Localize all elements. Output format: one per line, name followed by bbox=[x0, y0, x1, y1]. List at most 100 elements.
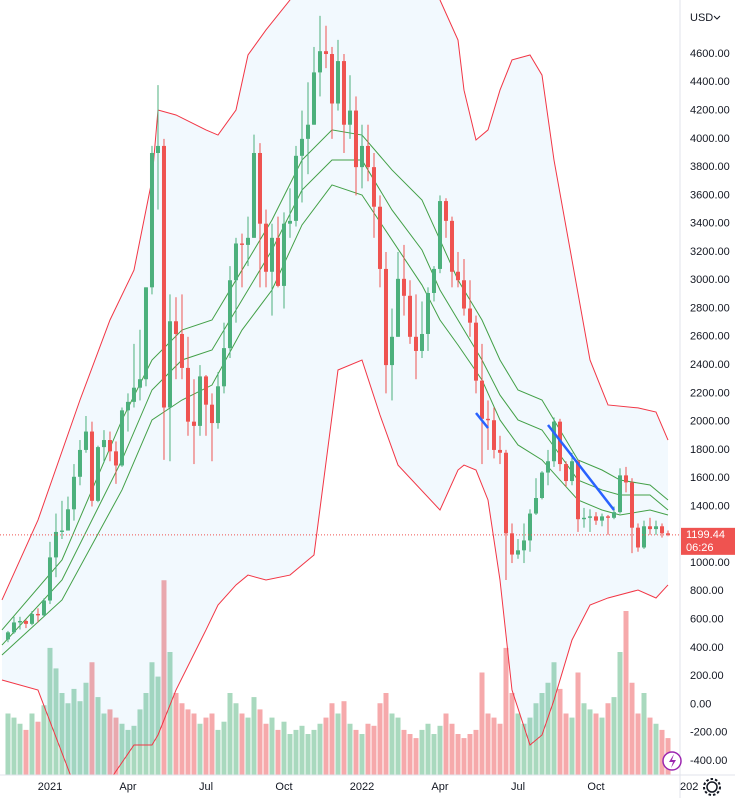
candle-body bbox=[647, 526, 652, 530]
candle-body bbox=[29, 613, 34, 624]
candle-body bbox=[581, 517, 586, 520]
candle-body bbox=[515, 550, 520, 555]
candle-body bbox=[35, 613, 40, 616]
volume-bar bbox=[5, 713, 11, 775]
candle-body bbox=[197, 376, 202, 426]
candle-body bbox=[521, 540, 526, 551]
volume-bar bbox=[515, 713, 521, 775]
candle-body bbox=[83, 431, 88, 450]
candle-body bbox=[557, 421, 562, 465]
candle-body bbox=[635, 527, 640, 548]
volume-bar bbox=[341, 701, 347, 775]
candle-body bbox=[503, 452, 508, 534]
y-tick-label: 400.00 bbox=[690, 642, 724, 654]
volume-bar bbox=[101, 713, 107, 775]
volume-bar bbox=[77, 701, 83, 775]
trendline bbox=[475, 412, 489, 429]
volume-bar bbox=[653, 723, 659, 775]
volume-bar bbox=[503, 647, 509, 775]
volume-bar bbox=[197, 723, 203, 775]
volume-bar bbox=[545, 682, 551, 775]
volume-bar bbox=[551, 662, 557, 775]
volume-bar bbox=[647, 717, 653, 775]
candle-body bbox=[497, 449, 502, 453]
volume-bar bbox=[227, 693, 233, 775]
volume-bar bbox=[167, 652, 173, 775]
volume-bar bbox=[395, 717, 401, 775]
candle-body bbox=[359, 145, 364, 168]
currency[interactable]: USD bbox=[690, 12, 713, 24]
candle-body bbox=[203, 376, 208, 405]
candle-body bbox=[575, 461, 580, 520]
candle-body bbox=[155, 145, 160, 153]
volume-bar bbox=[155, 676, 161, 775]
candle-body bbox=[173, 321, 178, 334]
candle-body bbox=[509, 533, 514, 555]
candle-body bbox=[485, 418, 490, 421]
candle-body bbox=[113, 451, 118, 466]
currency-dropdown[interactable] bbox=[713, 15, 721, 20]
volume-bar bbox=[89, 662, 95, 775]
volume-bar bbox=[413, 738, 419, 775]
candle-body bbox=[17, 621, 22, 623]
volume-bar bbox=[311, 729, 317, 775]
y-tick-label: 2800.00 bbox=[690, 302, 730, 314]
candle-body bbox=[437, 201, 442, 269]
volume-bar bbox=[431, 734, 437, 775]
x-tick-label: Apr bbox=[119, 781, 136, 793]
volume-bar bbox=[29, 713, 35, 775]
candle-body bbox=[587, 516, 592, 518]
volume-bar bbox=[659, 729, 665, 775]
volume-bar bbox=[419, 729, 425, 775]
volume-bar bbox=[161, 580, 167, 775]
volume-bar bbox=[629, 682, 635, 775]
candle-body bbox=[341, 61, 346, 125]
volume-bar bbox=[485, 713, 491, 775]
volume-bar bbox=[191, 713, 197, 775]
candle-body bbox=[107, 440, 112, 452]
volume-bar bbox=[65, 703, 71, 775]
volume-bar bbox=[509, 693, 515, 775]
last-price-label: 1199.44 bbox=[686, 529, 725, 541]
candle-body bbox=[185, 367, 190, 422]
candle-body bbox=[323, 51, 328, 55]
candle-body bbox=[275, 237, 280, 286]
volume-bar bbox=[359, 734, 365, 775]
y-tick-label: 2600.00 bbox=[690, 331, 730, 343]
volume-bar bbox=[443, 713, 449, 775]
x-tick-label: 202 bbox=[680, 781, 698, 793]
settings-button[interactable] bbox=[703, 778, 721, 796]
band-fill bbox=[1, 0, 668, 775]
volume-bar bbox=[401, 729, 407, 775]
volume-bar bbox=[473, 729, 479, 775]
candle-body bbox=[11, 622, 16, 633]
candle-body bbox=[629, 482, 634, 528]
volume-bar bbox=[215, 729, 221, 775]
candle-body bbox=[449, 220, 454, 272]
candle-body bbox=[251, 152, 256, 238]
volume-bar bbox=[113, 717, 119, 775]
volume-bar bbox=[569, 717, 575, 775]
volume-bar bbox=[347, 723, 353, 775]
candle-body bbox=[545, 461, 550, 473]
candle-body bbox=[377, 206, 382, 269]
countdown-label: 06:26 bbox=[686, 542, 714, 554]
y-tick-label: 200.00 bbox=[690, 670, 724, 682]
candle-body bbox=[257, 152, 262, 224]
volume-bar bbox=[221, 721, 227, 775]
candle-body bbox=[479, 380, 484, 419]
candle-body bbox=[467, 308, 472, 323]
y-tick-label: 2000.00 bbox=[690, 416, 730, 428]
volume-bar bbox=[125, 729, 131, 775]
y-tick-label: 1800.00 bbox=[690, 444, 730, 456]
volume-bar bbox=[185, 709, 191, 775]
volume-bar bbox=[203, 717, 209, 775]
volume-bar bbox=[299, 725, 305, 775]
candle-body bbox=[89, 431, 94, 501]
volume-bar bbox=[521, 723, 527, 775]
volume-bar bbox=[611, 697, 617, 775]
volume-bar bbox=[329, 703, 335, 775]
y-tick-label: 600.00 bbox=[690, 614, 724, 626]
y-tick-label: -400.00 bbox=[690, 755, 727, 767]
